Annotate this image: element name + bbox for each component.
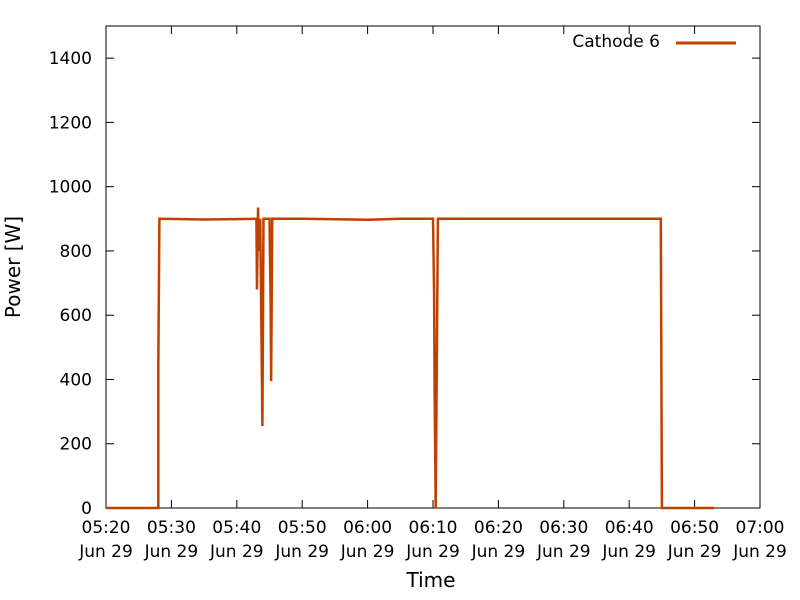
x-tick-label-date: Jun 29 — [209, 542, 264, 562]
y-tick-label: 0 — [81, 499, 92, 519]
x-tick-label-date: Jun 29 — [536, 542, 591, 562]
x-tick-label-time: 06:50 — [670, 518, 719, 538]
x-axis: 05:20 Jun 29 05:30 Jun 29 05:40 Jun 29 05:50 Ju… — [78, 26, 787, 562]
y-tick-label: 400 — [60, 370, 92, 390]
x-tick-label-date: Jun 29 — [78, 542, 133, 562]
series-layer — [106, 207, 715, 510]
y-axis: 0 200 400 600 800 1000 1200 1400 — [49, 49, 760, 519]
x-tick-label-date: Jun 29 — [274, 542, 329, 562]
x-tick-label-time: 06:20 — [474, 518, 523, 538]
series-line — [106, 207, 715, 510]
x-tick-label-time: 05:30 — [147, 518, 196, 538]
y-tick-label: 200 — [60, 435, 92, 455]
x-tick-label-date: Jun 29 — [405, 542, 460, 562]
x-tick-label-time: 07:00 — [736, 518, 785, 538]
x-tick-label-date: Jun 29 — [732, 542, 787, 562]
x-tick-label-date: Jun 29 — [667, 542, 722, 562]
x-tick-label-time: 05:40 — [212, 518, 261, 538]
y-tick-label: 600 — [60, 306, 92, 326]
y-tick-label: 800 — [60, 242, 92, 262]
x-axis-title: Time — [406, 568, 456, 592]
x-tick-label-time: 06:40 — [605, 518, 654, 538]
x-tick-label-date: Jun 29 — [471, 542, 526, 562]
legend-label: Cathode 6 — [572, 32, 660, 52]
y-tick-label: 1200 — [49, 113, 92, 133]
y-tick-label: 1000 — [49, 178, 92, 198]
x-tick-label-date: Jun 29 — [601, 542, 656, 562]
x-tick-label-time: 06:30 — [539, 518, 588, 538]
y-tick-label: 1400 — [49, 49, 92, 69]
x-tick-label-date: Jun 29 — [340, 542, 395, 562]
x-tick-label-time: 05:50 — [278, 518, 327, 538]
legend: Cathode 6 — [572, 32, 736, 52]
x-tick-label-time: 05:20 — [82, 518, 131, 538]
x-tick-label-time: 06:10 — [409, 518, 458, 538]
x-tick-label-date: Jun 29 — [144, 542, 199, 562]
x-tick-label-time: 06:00 — [343, 518, 392, 538]
y-axis-title: Power [W] — [1, 216, 25, 318]
